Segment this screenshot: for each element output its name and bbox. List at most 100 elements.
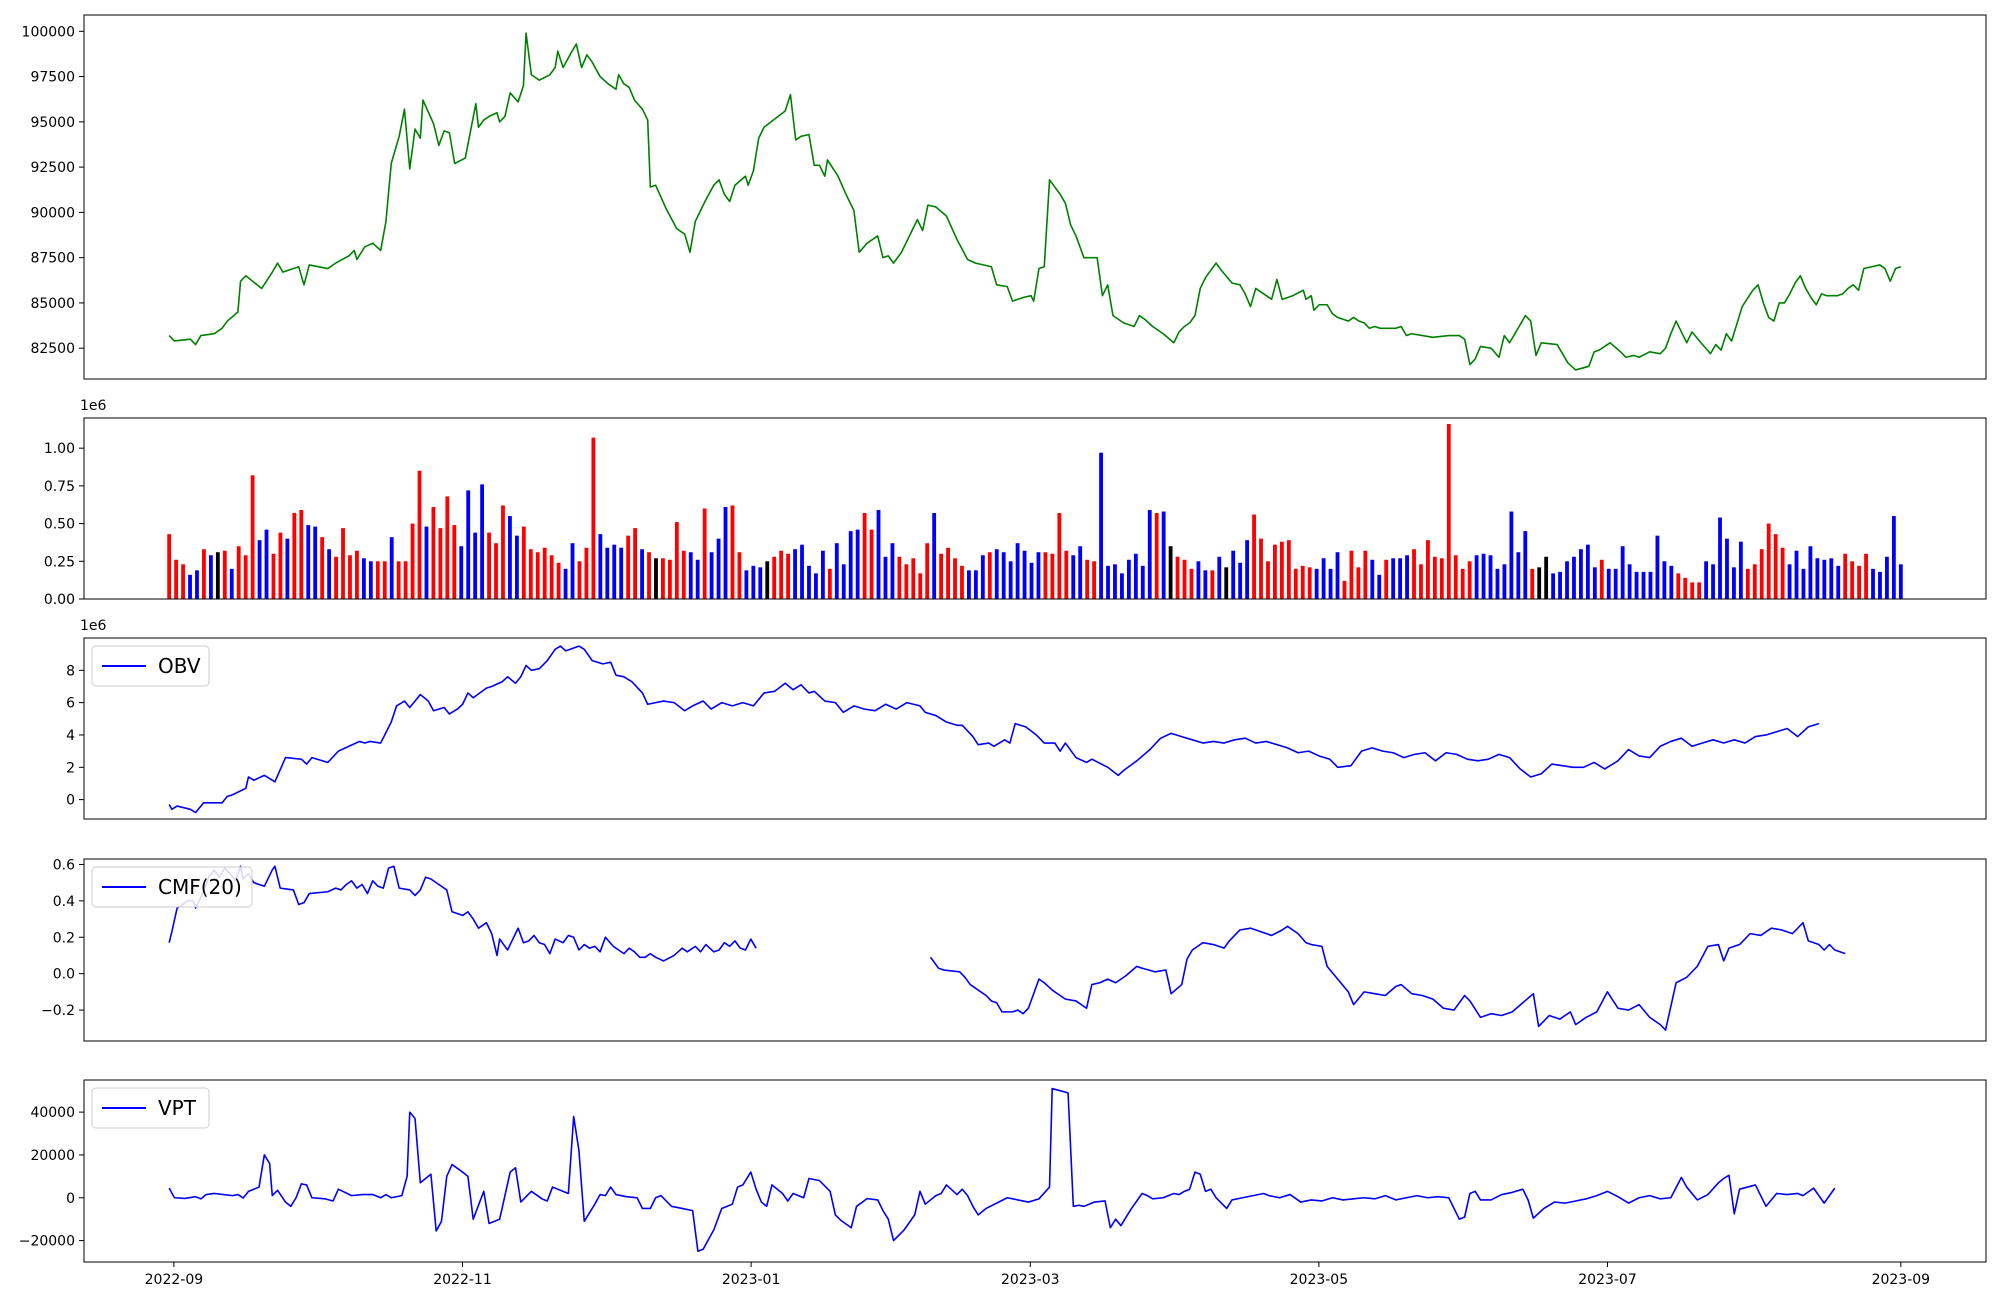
volume-bar: [1363, 550, 1368, 599]
volume-bar: [1516, 552, 1521, 599]
volume-bar: [807, 565, 811, 599]
volume-bar: [208, 555, 213, 599]
volume-bar: [1530, 568, 1535, 599]
x-tick-label: 2023-09: [1872, 1272, 1931, 1288]
volume-bar: [271, 553, 276, 599]
volume-bar: [925, 543, 930, 599]
volume-bar: [1203, 570, 1208, 599]
volume-bar: [459, 546, 464, 599]
volume-bar: [1794, 550, 1799, 599]
volume-bar: [1175, 556, 1180, 599]
volume-bar: [1648, 571, 1653, 599]
volume-bar: [1370, 559, 1375, 599]
volume-bar: [501, 505, 505, 599]
volume-bar: [612, 544, 617, 599]
volume-bar: [1279, 541, 1284, 599]
volume-bar: [229, 568, 234, 599]
volume-bar: [361, 558, 366, 599]
volume-bar: [1780, 547, 1785, 599]
volume-bar: [1321, 558, 1326, 599]
cmf-legend: CMF(20): [91, 866, 253, 908]
volume-bar: [188, 574, 192, 599]
cmf-panel: −0.2 0.0 0.2 0.4 0.6 CMF(20): [41, 857, 1987, 1042]
volume-bar: [410, 523, 415, 599]
x-tick-label: 2022-11: [433, 1272, 492, 1288]
volume-bar: [1349, 550, 1354, 599]
volume-bar: [542, 547, 547, 599]
vpt-y-tick-label: 20000: [30, 1148, 75, 1164]
volume-bar: [1064, 550, 1069, 599]
volume-bar: [1836, 565, 1841, 599]
volume-bar: [1857, 565, 1862, 599]
obv-legend-box: [91, 645, 210, 687]
volume-bar: [661, 558, 665, 599]
volume-bar: [375, 561, 380, 599]
volume-bar: [1766, 523, 1771, 599]
volume-bar: [1154, 513, 1159, 599]
volume-bar: [1307, 567, 1312, 599]
volume-bar: [1189, 568, 1194, 599]
volume-bar: [1231, 550, 1236, 599]
obv-panel: 0 2 4 6 8 1e6 OBV: [66, 618, 1987, 820]
volume-bar: [814, 573, 818, 599]
volume-bar: [466, 490, 471, 599]
volume-bar: [1495, 568, 1500, 599]
volume-bar: [702, 508, 707, 599]
volume-bar: [953, 558, 957, 599]
volume-bar: [1356, 567, 1361, 599]
volume-bar: [1426, 540, 1430, 599]
volume-bar: [820, 550, 825, 599]
volume-bar: [1843, 553, 1848, 599]
volume-bar: [647, 552, 651, 599]
volume-bar: [487, 532, 491, 599]
volume-bar: [222, 550, 227, 599]
obv-scale-label: 1e6: [80, 618, 107, 634]
volume-bar: [417, 470, 422, 599]
volume-bar: [932, 513, 937, 599]
volume-bar: [1036, 552, 1041, 599]
volume-bar: [751, 565, 756, 599]
volume-bar: [563, 568, 568, 599]
volume-bar: [1787, 564, 1792, 599]
vpt-y-tick-label: −20000: [19, 1234, 75, 1250]
cmf-y-tick-label: −0.2: [41, 1003, 75, 1019]
volume-bar: [257, 540, 262, 599]
volume-bar: [181, 564, 185, 599]
volume-bar: [904, 564, 909, 599]
volume-y-tick-label: 0.75: [44, 479, 75, 495]
volume-bar: [1572, 556, 1576, 599]
volume-bar: [292, 513, 297, 599]
cmf-legend-label: CMF(20): [158, 875, 242, 899]
cmf-line: [929, 921, 1846, 1031]
volume-bar: [737, 552, 742, 599]
volume-bar: [424, 526, 429, 599]
volume-bar: [855, 529, 860, 599]
volume-bar: [1773, 534, 1778, 599]
volume-bar: [1043, 552, 1048, 599]
volume-bar: [174, 559, 179, 599]
volume-bar: [1509, 511, 1514, 599]
volume-bar: [640, 549, 644, 599]
volume-bar: [1446, 424, 1451, 599]
volume-bar: [1405, 555, 1409, 599]
volume-bar: [1732, 567, 1736, 599]
vpt-legend-label: VPT: [158, 1096, 197, 1120]
obv-y-tick-label: 6: [66, 696, 75, 712]
volume-bar: [779, 550, 784, 599]
volume-bar: [973, 570, 978, 599]
volume-bar: [382, 561, 387, 599]
x-tick-label: 2023-05: [1290, 1272, 1349, 1288]
volume-bar: [355, 550, 359, 599]
price-line: [168, 32, 1902, 371]
volume-bar: [1182, 559, 1187, 599]
volume-bar: [1432, 556, 1437, 599]
volume-bar: [1467, 561, 1472, 599]
volume-bar: [862, 513, 867, 599]
volume-bar: [681, 550, 686, 599]
volume-bar: [494, 543, 498, 599]
volume-bar: [744, 570, 749, 599]
volume-bar: [1752, 564, 1757, 599]
volume-bar: [674, 522, 679, 599]
